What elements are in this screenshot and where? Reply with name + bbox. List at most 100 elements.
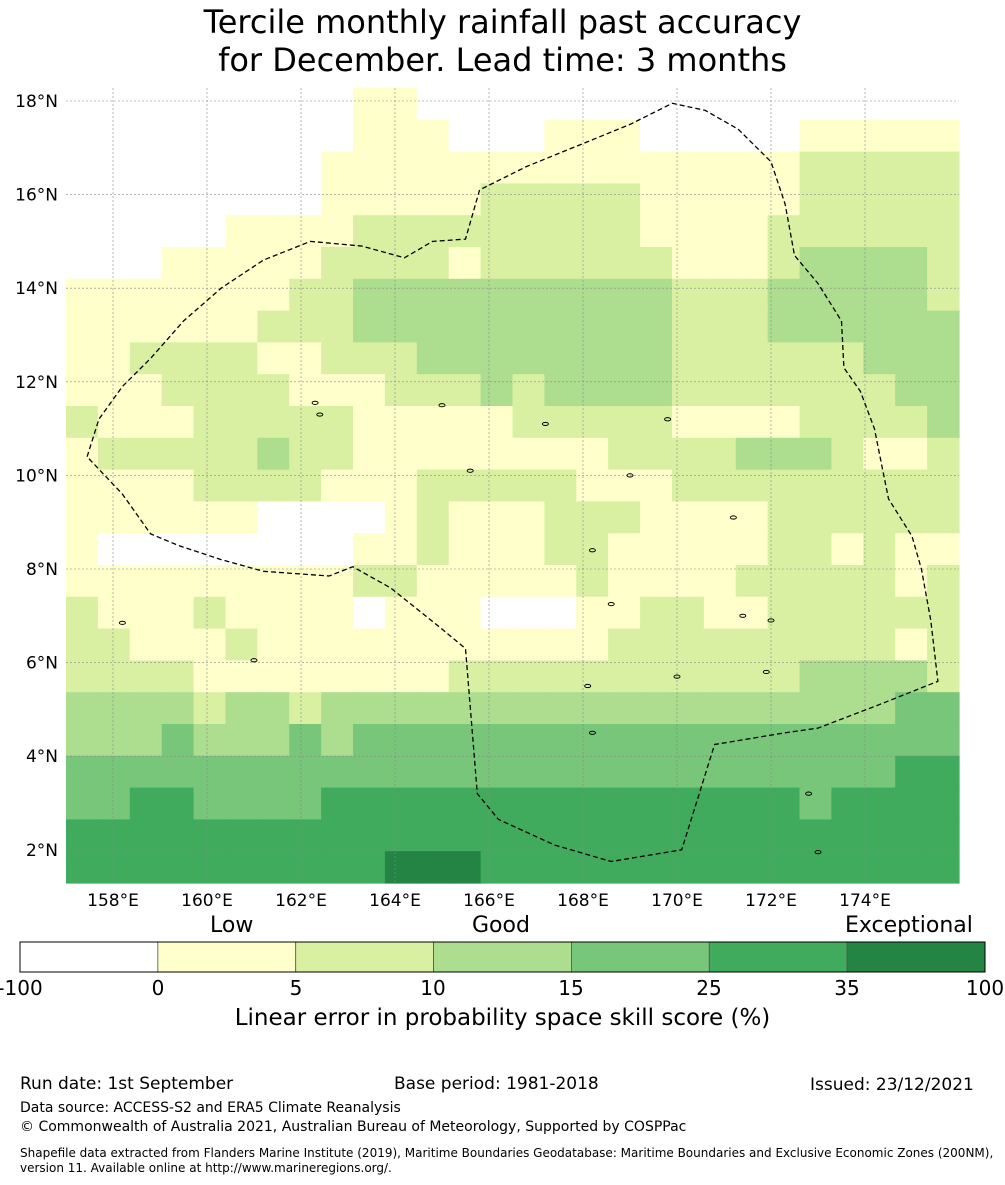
skill-cell — [97, 247, 131, 280]
skill-cell — [353, 469, 386, 502]
skill-cell — [384, 151, 418, 184]
skill-cell — [735, 565, 769, 598]
skill-cell — [161, 183, 195, 216]
skill-cell — [480, 119, 514, 153]
latitude-label: 10°N — [15, 466, 58, 486]
latitude-labels: 18°N 16°N 14°N 12°N 10°N 8°N 6°N 4°N 2°N — [15, 92, 58, 861]
skill-cell — [863, 437, 896, 471]
colorbar — [19, 941, 986, 973]
skill-cell — [671, 247, 705, 280]
category-low: Low — [210, 913, 254, 938]
skill-cell — [416, 119, 450, 153]
skill-cell — [671, 374, 705, 407]
skill-cell — [799, 215, 833, 248]
skill-cell — [257, 724, 290, 757]
skill-cell — [384, 819, 418, 852]
skill-cell — [544, 374, 577, 407]
skill-cell — [576, 310, 609, 343]
skill-cell — [257, 215, 290, 248]
skill-cell — [735, 183, 769, 216]
skill-cell — [321, 565, 354, 598]
skill-cell — [448, 247, 482, 280]
skill-cell — [544, 819, 577, 852]
skill-cell — [384, 692, 418, 725]
skill-cell — [225, 469, 258, 502]
skill-cell — [863, 310, 896, 343]
skill-cell — [353, 374, 386, 407]
longitude-label: 168°E — [557, 891, 609, 911]
skill-cell — [640, 533, 673, 566]
skill-cell — [161, 565, 195, 598]
skill-cell — [671, 183, 705, 216]
skill-cell — [289, 247, 322, 280]
skill-cell — [799, 628, 833, 661]
skill-cell — [161, 374, 195, 407]
skill-cell — [927, 151, 960, 184]
skill-cell — [289, 692, 322, 725]
skill-cell — [161, 215, 195, 248]
skill-cell — [416, 533, 450, 566]
skill-cell — [97, 660, 131, 693]
longitude-label: 170°E — [651, 891, 703, 911]
skill-cell — [225, 88, 258, 121]
skill-cell — [799, 724, 833, 757]
skill-cell — [735, 310, 769, 343]
skill-cell — [257, 183, 290, 216]
skill-cell — [97, 596, 131, 630]
skill-cell — [831, 183, 864, 216]
skill-cell — [257, 342, 290, 375]
skill-cell — [671, 851, 705, 884]
skill-cell — [225, 406, 258, 439]
skill-cell — [97, 278, 131, 312]
latitude-label: 4°N — [26, 747, 58, 767]
skill-cell — [129, 533, 163, 566]
skill-cell — [97, 119, 131, 153]
skill-cell — [193, 215, 227, 248]
skill-cell — [863, 342, 896, 375]
skill-cell — [895, 183, 928, 216]
skill-cell — [448, 501, 482, 534]
skill-cell — [640, 660, 673, 693]
skill-cell — [384, 278, 418, 312]
skill-cell — [97, 310, 131, 343]
skill-cell — [448, 628, 482, 661]
skill-cell — [608, 437, 641, 471]
skill-cell — [416, 724, 450, 757]
island-outline — [626, 473, 634, 478]
skill-cell — [576, 787, 609, 820]
skill-cell — [416, 501, 450, 534]
skill-cell — [353, 342, 386, 375]
skill-cell — [799, 755, 833, 789]
skill-cell — [257, 565, 290, 598]
skill-cell — [576, 469, 609, 502]
skill-cell — [384, 342, 418, 375]
skill-cell — [384, 88, 418, 121]
skill-cell — [353, 533, 386, 566]
skill-cell — [927, 183, 960, 216]
skill-cell — [193, 660, 227, 693]
skill-cell — [608, 215, 641, 248]
skill-cell — [480, 787, 514, 820]
skill-cell — [703, 660, 737, 693]
skill-cell — [384, 596, 418, 630]
island-outline — [588, 548, 596, 553]
skill-cell — [289, 406, 322, 439]
skill-cell — [193, 151, 227, 184]
longitude-label: 162°E — [275, 891, 327, 911]
skill-cell — [512, 724, 545, 757]
skill-cell — [671, 406, 705, 439]
skill-cell — [353, 119, 386, 153]
skill-cell — [831, 819, 864, 852]
skill-cell — [895, 533, 928, 566]
skill-cell — [257, 88, 290, 121]
skill-cell — [448, 151, 482, 184]
skill-cell — [225, 755, 258, 789]
colorbar-tick: 5 — [289, 976, 303, 1000]
skill-cell — [448, 724, 482, 757]
skill-cell — [544, 787, 577, 820]
skill-cell — [353, 501, 386, 534]
skill-cell — [353, 88, 386, 121]
skill-cell — [544, 501, 577, 534]
skill-cell — [576, 819, 609, 852]
skill-cell — [353, 183, 386, 216]
